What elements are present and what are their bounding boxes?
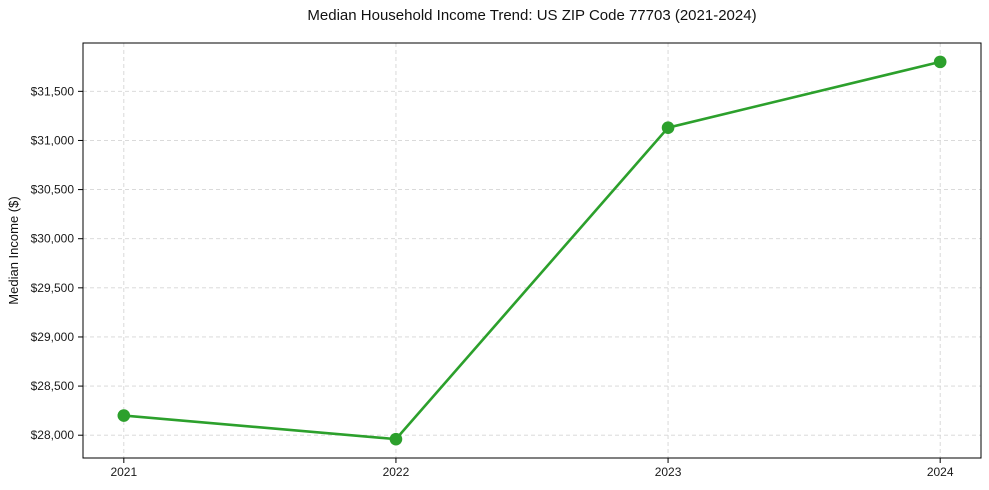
y-tick-label: $30,500	[31, 183, 75, 197]
data-point	[389, 432, 403, 446]
y-tick-label: $31,000	[31, 133, 75, 147]
plot-border	[82, 42, 982, 459]
y-tick-label: $28,500	[31, 379, 75, 393]
chart-title: Median Household Income Trend: US ZIP Co…	[307, 7, 757, 24]
y-tick-label: $30,000	[31, 232, 75, 246]
y-tick-label: $29,000	[31, 330, 75, 344]
data-point	[661, 121, 675, 134]
x-tick-label: 2021	[110, 465, 137, 479]
data-point	[933, 55, 947, 69]
x-tick-label: 2022	[383, 465, 410, 479]
data-point	[117, 409, 131, 422]
y-tick-label: $29,500	[31, 281, 75, 295]
trend-line	[122, 60, 942, 441]
y-tick-label: $28,000	[31, 428, 75, 442]
y-tick-label: $31,500	[31, 84, 75, 98]
x-tick-label: 2023	[655, 465, 682, 479]
x-tick-label: 2024	[927, 465, 954, 479]
